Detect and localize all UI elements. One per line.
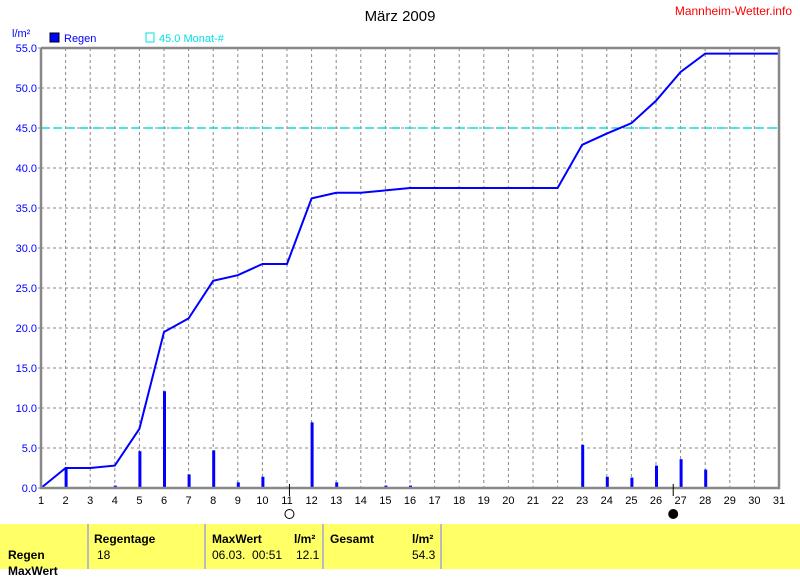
x-tick-label: 12 xyxy=(305,495,317,507)
x-tick-label: 31 xyxy=(773,495,785,507)
plot-frame xyxy=(39,46,781,490)
x-tick-label: 11 xyxy=(281,495,292,507)
x-tick-label: 24 xyxy=(601,495,613,507)
maxwert-unit: l/m² xyxy=(294,532,316,546)
y-tick-label: 5.0 xyxy=(22,443,37,455)
full-moon-icon xyxy=(668,509,679,519)
legend-monat: 45.0 Monat-# xyxy=(159,33,225,45)
y-tick-label: 55.0 xyxy=(16,43,37,55)
rain-bar xyxy=(138,451,142,488)
y-tick-label: 0.0 xyxy=(22,483,37,495)
rain-bar xyxy=(163,391,166,488)
x-tick-label: 30 xyxy=(748,495,760,507)
x-tick-label: 3 xyxy=(87,495,93,507)
x-tick-label: 25 xyxy=(625,495,637,507)
regentage-value: 18 xyxy=(97,548,111,562)
x-tick-label: 18 xyxy=(453,495,465,507)
y-tick-label: 45.0 xyxy=(16,123,37,135)
rain-bar xyxy=(335,482,339,488)
x-tick-label: 5 xyxy=(136,495,142,507)
x-tick-label: 26 xyxy=(650,495,662,507)
x-tick-label: 8 xyxy=(210,495,216,507)
x-tick-label: 1 xyxy=(38,495,44,507)
rain-bar xyxy=(630,477,634,488)
summary-table: Regen MaxWert Regentage 18 MaxWert l/m² 06.0… xyxy=(0,524,800,578)
y-tick-label: 50.0 xyxy=(16,83,37,95)
rain-bar xyxy=(64,468,68,488)
x-tick-label: 20 xyxy=(502,495,514,507)
y-tick-label: 35.0 xyxy=(16,203,37,215)
x-tick-label: 23 xyxy=(576,495,588,507)
rain-bar xyxy=(236,482,240,488)
x-tick-label: 4 xyxy=(112,495,118,507)
y-tick-label: 40.0 xyxy=(16,163,37,175)
x-tick-label: 28 xyxy=(699,495,711,507)
y-tick-label: 10.0 xyxy=(16,403,37,415)
rain-bar xyxy=(605,476,609,488)
rain-bar xyxy=(704,469,708,488)
rain-bar xyxy=(187,474,191,488)
x-tick-label: 14 xyxy=(355,495,367,507)
x-tick-label: 15 xyxy=(379,495,391,507)
rain-bar xyxy=(261,476,265,488)
y-tick-label: 15.0 xyxy=(16,363,37,375)
x-tick-label: 29 xyxy=(724,495,736,507)
y-tick-label: 25.0 xyxy=(16,283,37,295)
rain-bar xyxy=(581,444,585,488)
x-tick-label: 7 xyxy=(186,495,192,507)
rain-bar xyxy=(655,465,658,488)
rain-bar xyxy=(679,459,683,488)
y-tick-label: 20.0 xyxy=(16,323,37,335)
gesamt-value: 54.3 xyxy=(412,548,436,562)
x-tick-label: 9 xyxy=(235,495,241,507)
y-tick-label: 30.0 xyxy=(16,243,37,255)
x-tick-label: 27 xyxy=(674,495,686,507)
x-tick-label: 13 xyxy=(330,495,342,507)
rain-chart: März 2009 Mannheim-Wetter.info l/m² Rege… xyxy=(12,4,792,519)
cumulative-line xyxy=(40,52,779,489)
x-tick-label: 19 xyxy=(478,495,490,507)
legend-monat-swatch xyxy=(145,32,155,43)
new-moon-icon xyxy=(284,509,295,519)
x-tick-label: 2 xyxy=(63,495,69,507)
rain-bar xyxy=(310,422,314,488)
gesamt-unit: l/m² xyxy=(412,532,434,546)
row-label-2: MaxWert xyxy=(8,564,58,578)
row-label: Regen xyxy=(8,548,45,562)
x-tick-label: 21 xyxy=(527,495,539,507)
chart-title: März 2009 xyxy=(365,8,436,25)
gesamt-header: Gesamt xyxy=(330,532,375,546)
regentage-header: Regentage xyxy=(94,532,156,546)
maxwert-value: 12.1 xyxy=(296,548,320,562)
maxwert-header: MaxWert xyxy=(212,532,262,546)
x-tick-label: 22 xyxy=(551,495,563,507)
y-axis-label: l/m² xyxy=(12,28,31,40)
x-tick-label: 10 xyxy=(256,495,268,507)
legend-regen: Regen xyxy=(64,33,96,45)
maxwert-date: 06.03. 00:51 xyxy=(212,548,283,562)
legend-regen-swatch xyxy=(49,32,60,43)
source-label[interactable]: Mannheim-Wetter.info xyxy=(675,4,792,18)
rain-bar xyxy=(212,450,216,488)
x-tick-label: 17 xyxy=(428,495,440,507)
x-tick-label: 16 xyxy=(404,495,416,507)
x-tick-label: 6 xyxy=(161,495,167,507)
